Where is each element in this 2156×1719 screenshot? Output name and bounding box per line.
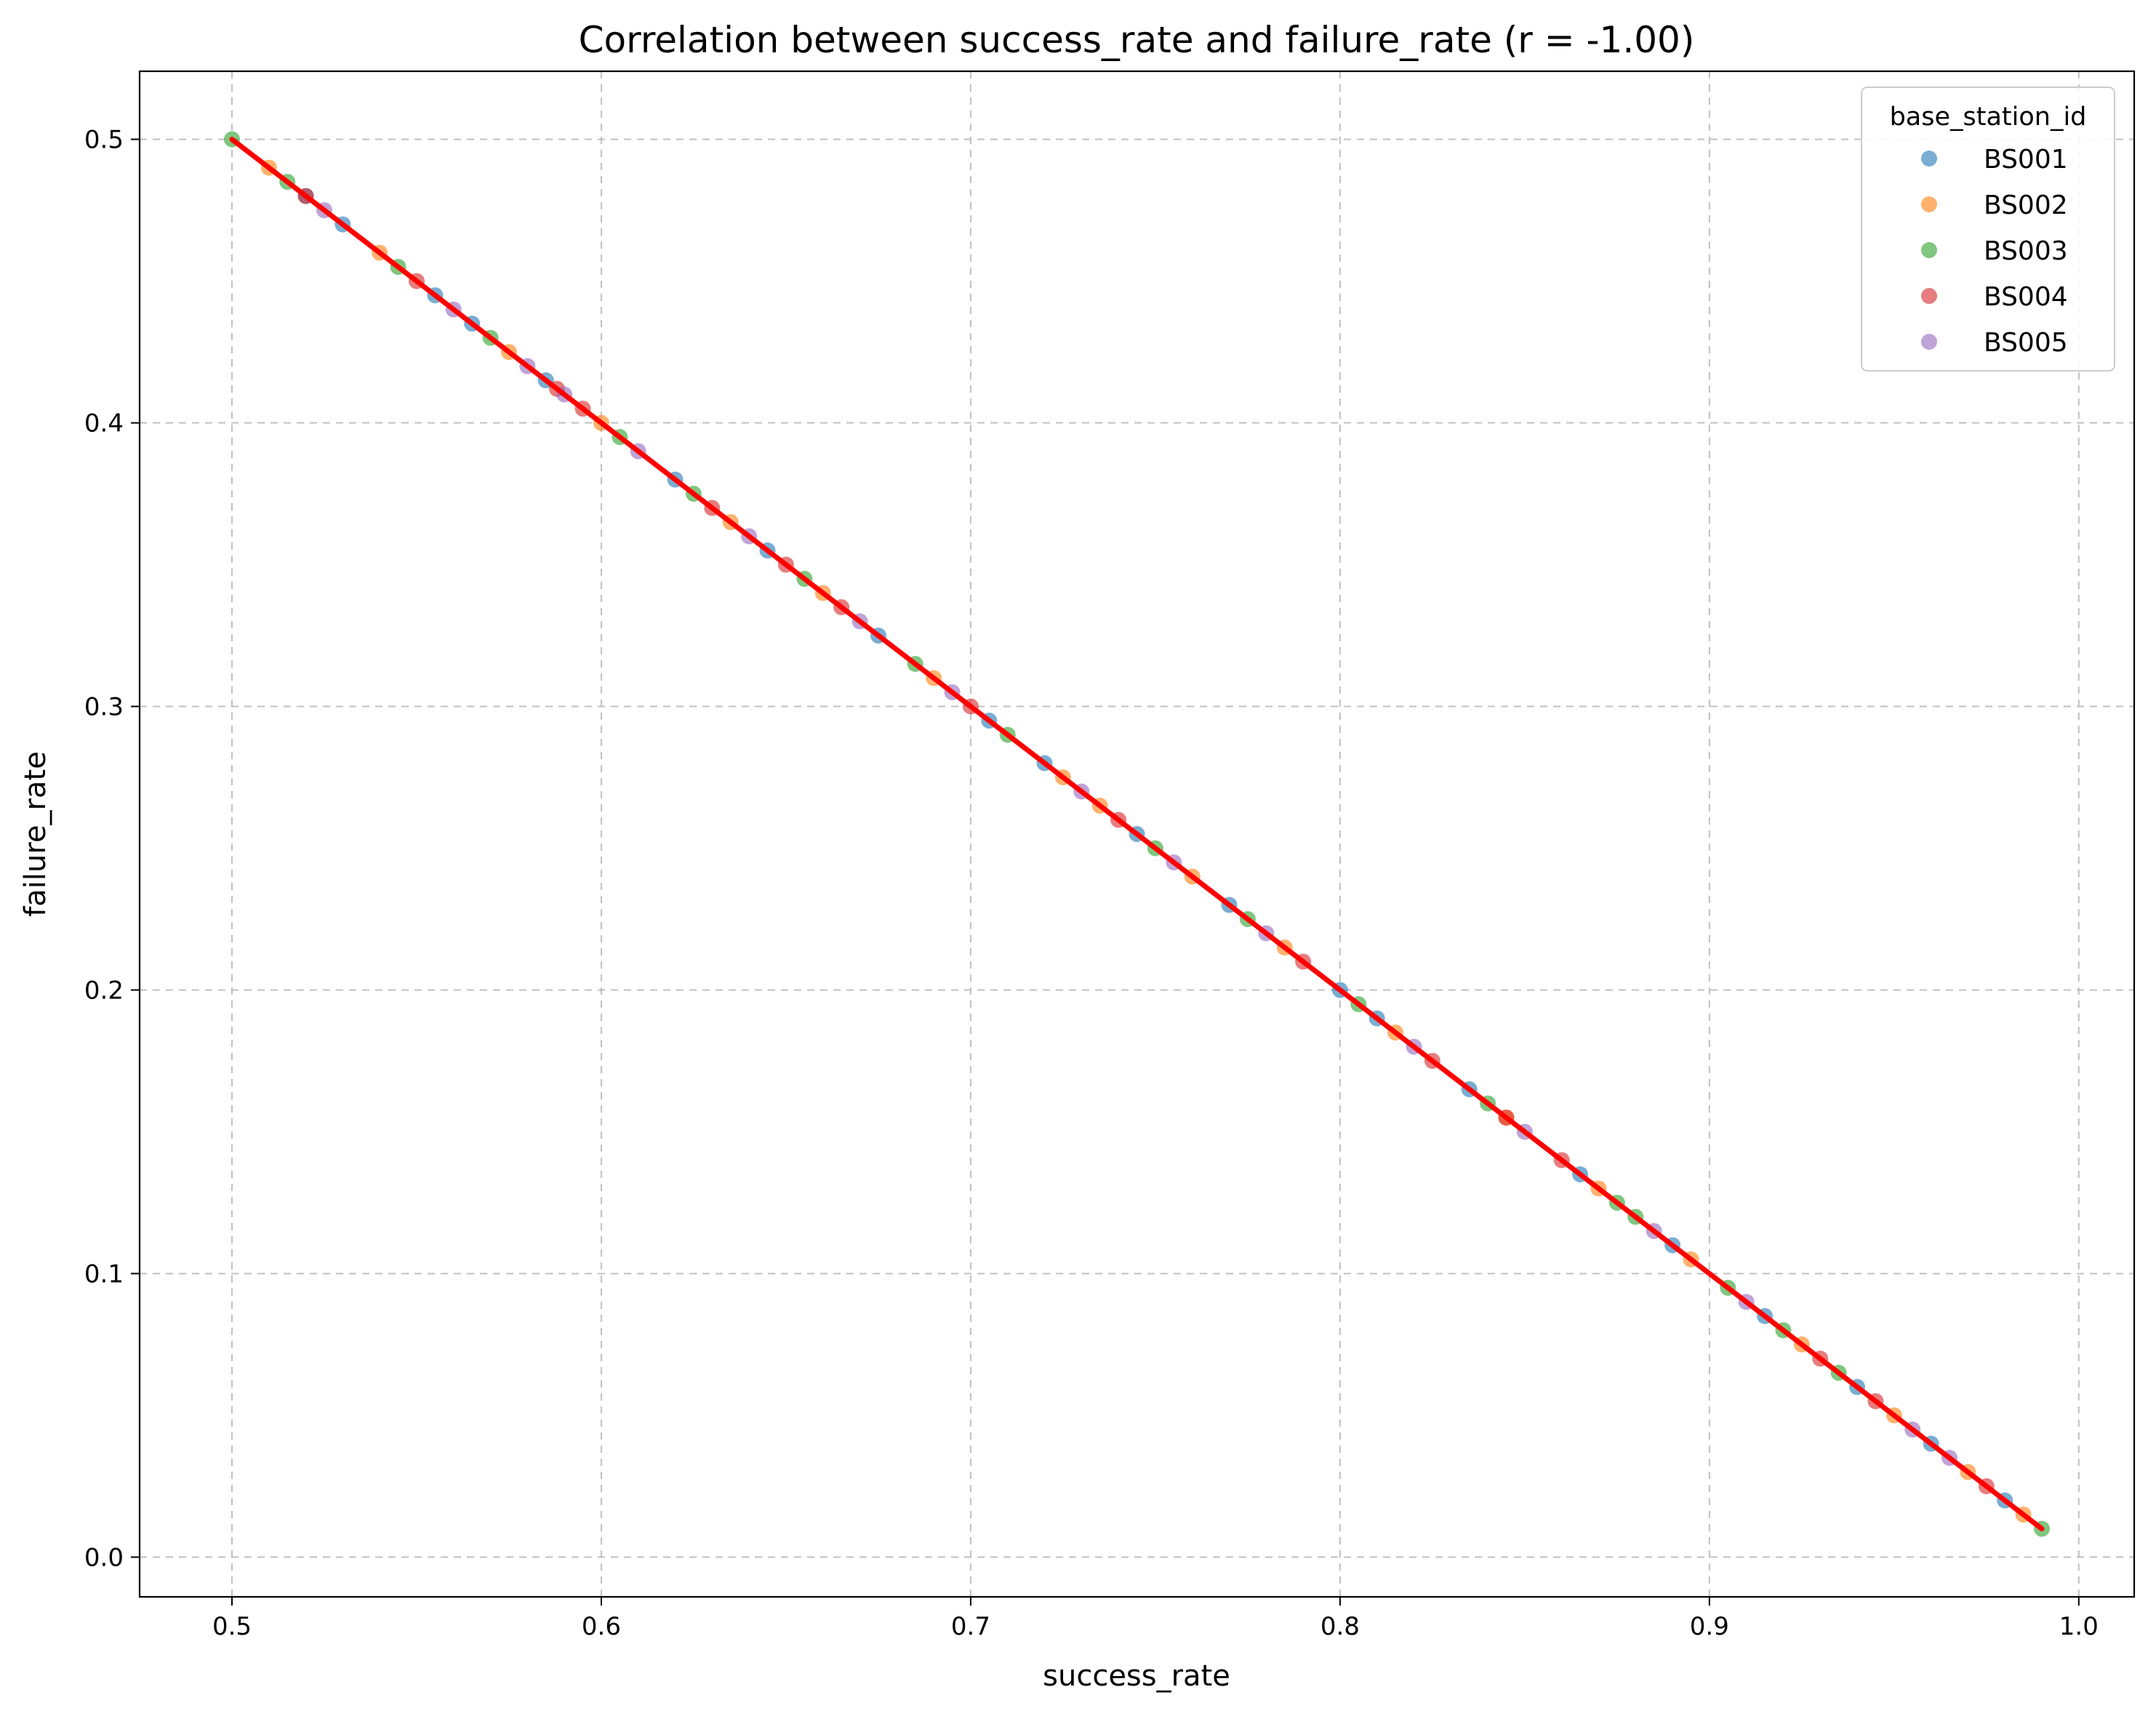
x-tick-label: 0.7 (951, 1612, 990, 1641)
legend-marker (1921, 196, 1937, 212)
legend-label: BS004 (1984, 282, 2068, 312)
legend-item-bs002: BS002 (1921, 191, 2068, 220)
legend-item-bs003: BS003 (1921, 236, 2068, 266)
legend-label: BS001 (1984, 145, 2068, 175)
legend-item-bs005: BS005 (1921, 328, 2068, 358)
x-tick-label: 0.8 (1321, 1612, 1360, 1641)
legend-marker (1921, 151, 1937, 167)
chart-title: Correlation between success_rate and fai… (579, 19, 1695, 61)
axis-ticks: 0.5 0.6 0.7 0.8 0.9 1.0 0.0 0.1 0.2 0.3 0.4 0.5 (84, 126, 2099, 1641)
y-tick-label: 0.2 (84, 976, 124, 1005)
legend-label: BS003 (1984, 236, 2068, 266)
legend-marker (1921, 242, 1937, 258)
y-tick-label: 0.3 (84, 693, 124, 722)
y-tick-label: 0.5 (84, 126, 124, 155)
legend-item-bs004: BS004 (1921, 282, 2068, 312)
x-tick-label: 1.0 (2059, 1612, 2099, 1641)
legend-title: base_station_id (1890, 103, 2087, 132)
regression-line-layer (229, 137, 2045, 1531)
legend-label: BS002 (1984, 191, 2068, 220)
y-tick-label: 0.1 (84, 1259, 124, 1289)
x-tick-label: 0.9 (1690, 1612, 1729, 1641)
x-tick-label: 0.6 (582, 1612, 621, 1641)
legend-item-bs001: BS001 (1921, 145, 2068, 175)
legend-items: BS001 BS002 BS003 BS004 BS005 (1921, 145, 2068, 358)
legend-marker (1921, 334, 1937, 350)
x-tick-label: 0.5 (212, 1612, 252, 1641)
legend-marker (1921, 288, 1937, 304)
y-tick-label: 0.0 (84, 1543, 124, 1572)
x-axis-label: success_rate (1043, 1659, 1230, 1693)
legend: base_station_id BS001BS002BS003BS004BS00… (1861, 87, 2115, 372)
regression-line (229, 137, 2045, 1531)
plot-frame (138, 70, 2136, 1598)
y-axis-label: failure_rate (19, 751, 52, 917)
y-tick-label: 0.4 (84, 409, 124, 438)
legend-label: BS005 (1984, 328, 2068, 358)
